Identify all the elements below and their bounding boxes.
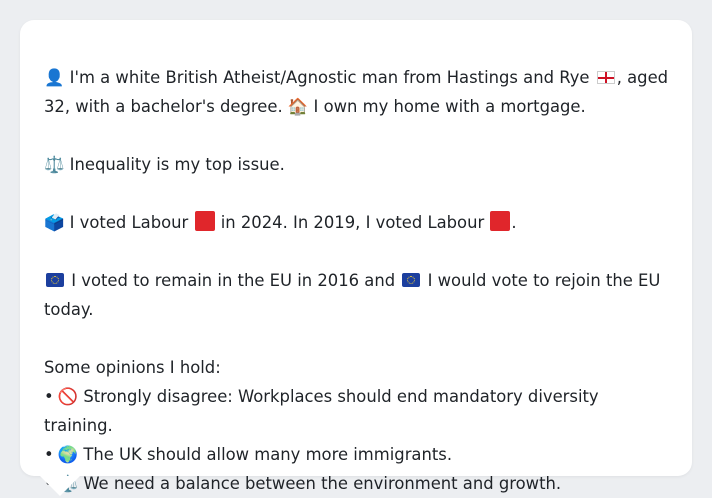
eu-text-b: I would vote to rejoin the EU today. xyxy=(44,271,661,319)
eu-flag-icon xyxy=(46,273,64,287)
prohibited-icon: 🚫 xyxy=(57,387,79,406)
profile-intro-text-2: , aged 32, with a bachelor's degree. xyxy=(44,68,669,116)
home-icon: 🏠 xyxy=(287,97,309,116)
list-item: • 🚫 Strongly disagree: Workplaces should … xyxy=(44,382,672,440)
profile-paragraph: 👤 I'm a white British Atheist/Agnostic m… xyxy=(44,63,672,121)
speech-bubble-tail xyxy=(40,476,80,496)
persona-card: 👤 I'm a white British Atheist/Agnostic m… xyxy=(20,20,692,493)
list-item: • ⚖️ We need a balance between the enviro… xyxy=(44,469,672,498)
person-icon: 👤 xyxy=(44,68,65,87)
issue-paragraph: ⚖️ Inequality is my top issue. xyxy=(44,150,672,179)
scales-icon: ⚖️ xyxy=(44,155,65,174)
issue-text: Inequality is my top issue. xyxy=(69,155,285,174)
england-flag-icon xyxy=(596,71,615,84)
eu-paragraph: I voted to remain in the EU in 2016 and … xyxy=(44,266,672,324)
vote-text-a: I voted Labour xyxy=(69,213,189,232)
bullet: • xyxy=(44,445,54,464)
opinion-text: We need a balance between the environmen… xyxy=(83,474,562,493)
globe-icon: 🌍 xyxy=(57,445,79,464)
home-text: I own my home with a mortgage. xyxy=(313,97,586,116)
ballot-box-icon: 🗳️ xyxy=(44,213,65,232)
vote-text-b: in 2024. In 2019, I voted Labour xyxy=(220,213,485,232)
opinion-text: The UK should allow many more immigrants… xyxy=(83,445,453,464)
vote-text-c: . xyxy=(511,213,517,232)
labour-red-square-icon xyxy=(490,211,511,231)
vote-paragraph: 🗳️ I voted Labour in 2024. In 2019, I vo… xyxy=(44,208,672,237)
eu-text-a: I voted to remain in the EU in 2016 and xyxy=(71,271,396,290)
opinion-text: Strongly disagree: Workplaces should end… xyxy=(44,387,599,435)
profile-intro-text: I'm a white British Atheist/Agnostic man… xyxy=(69,68,590,87)
labour-red-square-icon xyxy=(194,211,215,231)
opinions-list: • 🚫 Strongly disagree: Workplaces should … xyxy=(44,382,672,498)
bullet: • xyxy=(44,387,54,406)
eu-flag-icon xyxy=(402,273,421,287)
opinions-heading: Some opinions I hold: xyxy=(44,358,221,377)
list-item: • 🌍 The UK should allow many more immigra… xyxy=(44,440,672,469)
